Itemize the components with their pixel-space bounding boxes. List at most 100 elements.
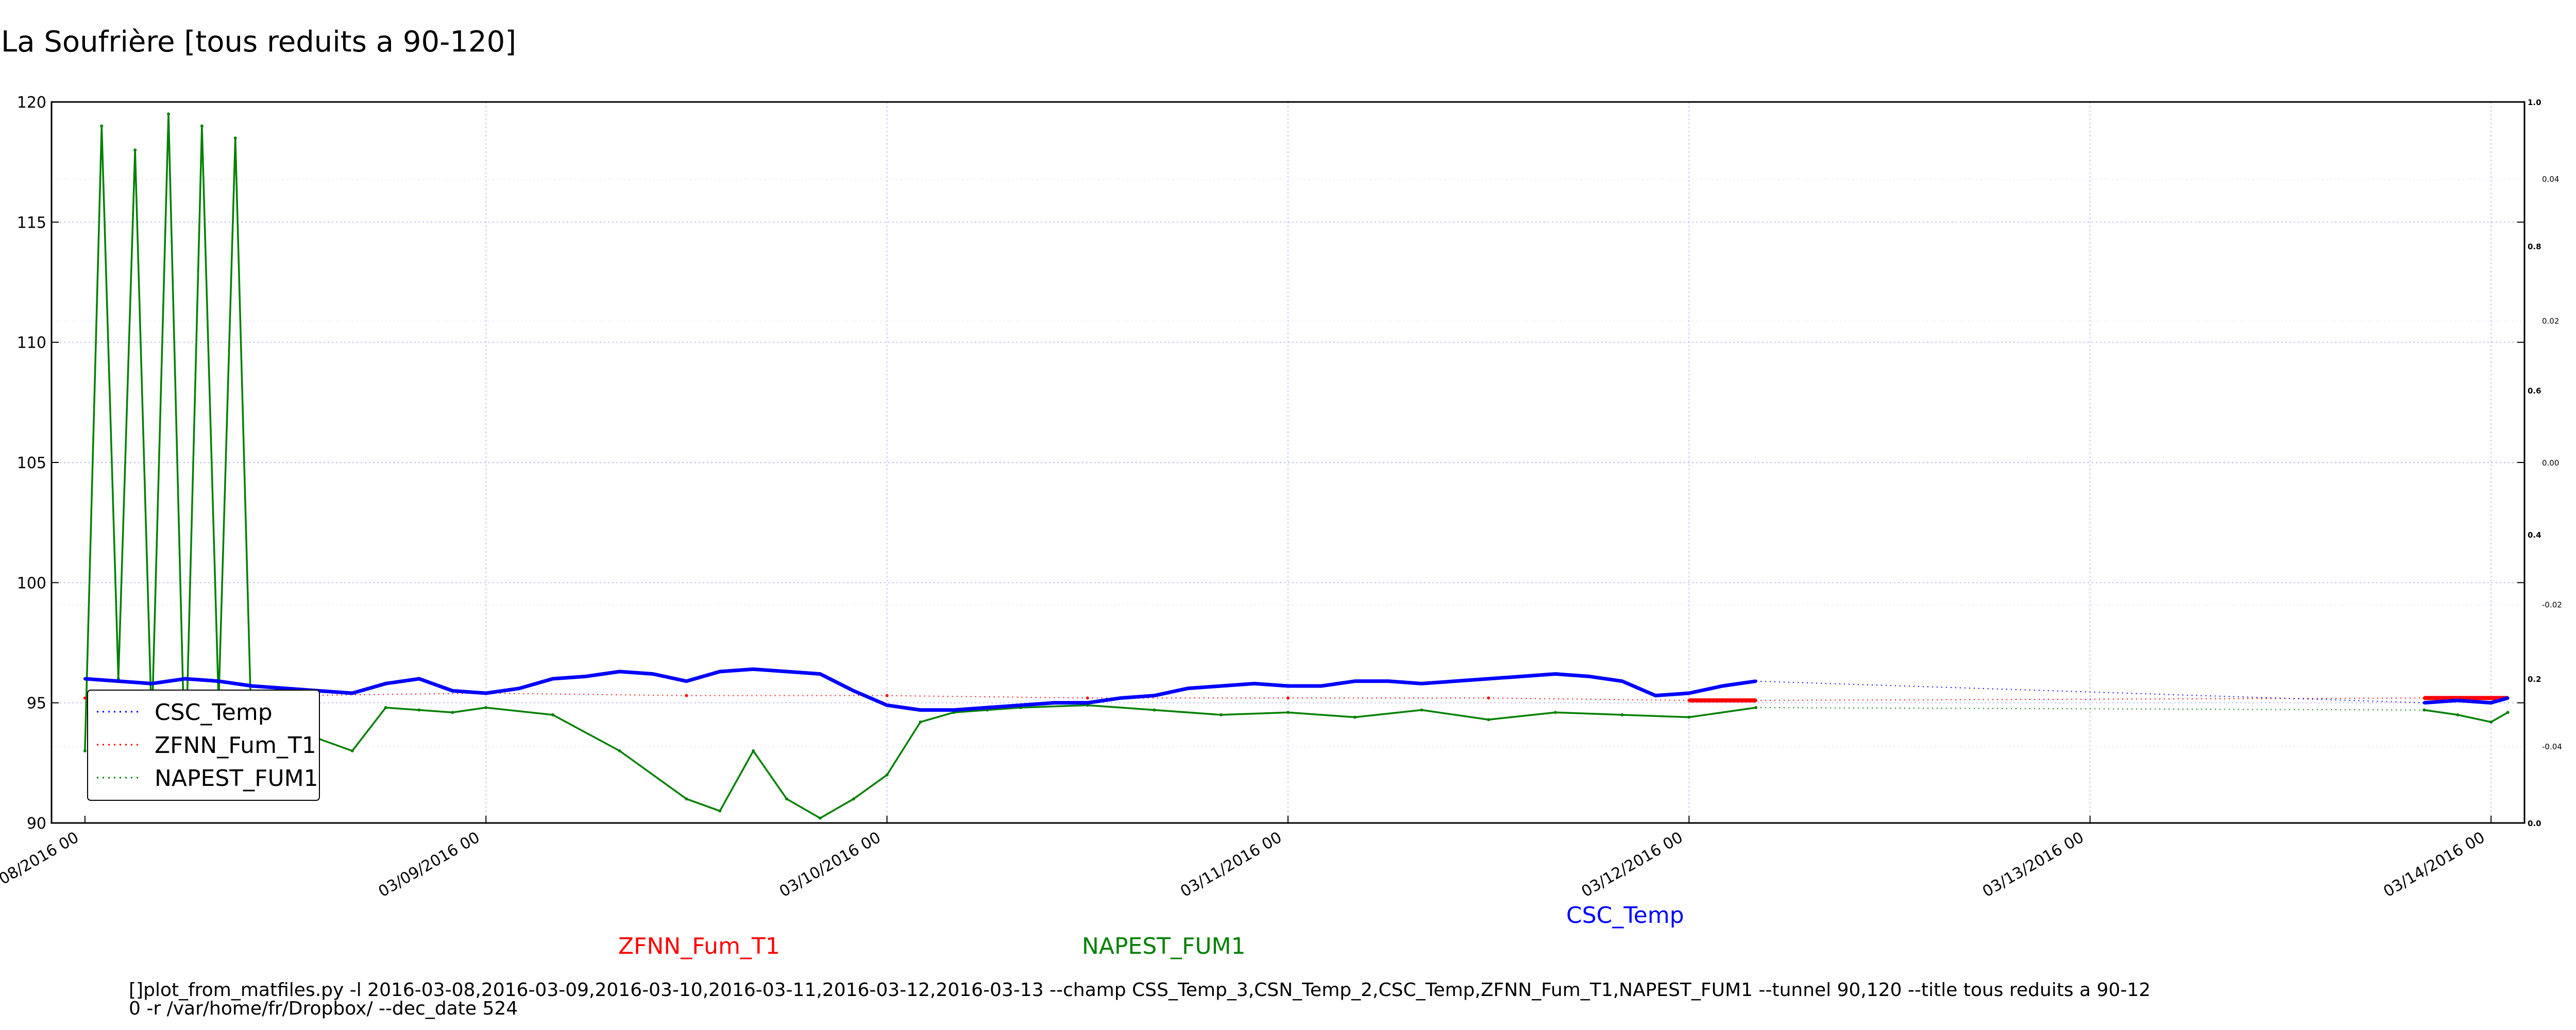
series-gap-line: [1756, 707, 2425, 711]
data-point: [852, 689, 855, 693]
data-point: [1487, 696, 1490, 700]
data-point: [2422, 708, 2426, 712]
right-minor-tick-label: -0.04: [2542, 742, 2562, 751]
data-point: [1754, 699, 1758, 702]
legend-label-zfnn-fum-t1: ZFNN_Fum_T1: [155, 732, 316, 759]
y-tick-label: 95: [27, 695, 46, 713]
data-point: [1286, 711, 1290, 714]
data-point: [919, 708, 922, 712]
data-point: [83, 749, 87, 752]
legend-label-csc-temp: CSC_Temp: [155, 699, 273, 726]
data-point: [83, 696, 87, 700]
right-major-tick-label: 0.2: [2528, 675, 2541, 684]
series-gap-line: [1756, 697, 2425, 701]
data-point: [1420, 682, 1423, 685]
right-minor-tick-label: -0.02: [2542, 600, 2562, 610]
data-point: [584, 675, 588, 678]
data-point: [852, 797, 855, 801]
chart-title: La Soufrière [tous reduits a 90-120]: [1, 25, 516, 59]
data-point: [1553, 672, 1557, 676]
data-point: [83, 677, 87, 680]
data-point: [1754, 679, 1758, 683]
data-point: [1687, 715, 1691, 719]
data-point: [685, 679, 688, 683]
data-point: [133, 148, 137, 152]
data-point: [685, 797, 688, 801]
data-point: [1286, 696, 1290, 700]
data-point: [100, 124, 104, 128]
data-point: [1153, 694, 1156, 697]
data-point: [484, 706, 488, 709]
data-point: [618, 670, 621, 673]
data-point: [1687, 699, 1691, 702]
data-point: [885, 773, 889, 777]
command-line-1: []plot_from_matfiles.py -l 2016-03-08,20…: [129, 980, 2150, 1001]
data-point: [2489, 696, 2493, 700]
data-point: [1386, 679, 1390, 683]
data-point: [1420, 708, 1423, 712]
data-point: [885, 703, 889, 707]
data-point: [818, 672, 822, 676]
data-point: [1253, 682, 1257, 685]
data-point: [2422, 701, 2426, 705]
data-point: [1286, 684, 1290, 688]
right-major-tick-label: 0.0: [2528, 819, 2541, 828]
data-point: [752, 749, 755, 752]
data-point: [818, 816, 822, 820]
data-point: [1319, 684, 1323, 688]
data-point: [284, 686, 287, 690]
data-point: [1553, 711, 1557, 714]
data-point: [1487, 677, 1490, 680]
data-point: [1219, 713, 1223, 716]
data-point: [350, 692, 354, 695]
data-point: [2489, 701, 2493, 705]
data-point: [1654, 694, 1657, 697]
data-point: [116, 679, 120, 683]
data-point: [785, 670, 789, 673]
data-point: [1453, 679, 1457, 683]
grid: [52, 102, 2524, 823]
data-point: [2506, 711, 2510, 714]
data-point: [1052, 701, 1056, 705]
data-point: [1687, 692, 1691, 695]
data-point: [150, 682, 154, 685]
data-point: [1620, 679, 1624, 683]
data-point: [233, 136, 237, 140]
data-point: [250, 684, 254, 688]
data-point: [1019, 703, 1023, 707]
series-line: [84, 113, 1756, 819]
legend: CSC_Temp ZFNN_Fum_T1 NAPEST_FUM1: [87, 690, 320, 801]
data-point: [1186, 686, 1190, 690]
data-point: [718, 809, 722, 813]
data-point: [1353, 679, 1357, 683]
data-point: [1721, 684, 1724, 688]
y-axis: 90 95 100 105 110 115 120: [17, 94, 2524, 833]
series-gap-line: [887, 695, 1088, 699]
command-line-2: 0 -r /var/home/fr/Dropbox/ --dec_date 52…: [129, 998, 518, 1019]
data-point: [384, 682, 387, 685]
data-point: [651, 672, 655, 676]
data-point: [551, 677, 554, 680]
data-point: [167, 112, 171, 116]
data-point: [1086, 696, 1089, 700]
data-point: [484, 692, 488, 695]
data-point: [1754, 706, 1758, 709]
y-tick-label: 100: [17, 574, 46, 592]
data-point: [718, 670, 722, 673]
data-point: [1487, 718, 1490, 722]
data-point: [2456, 699, 2460, 702]
legend-box: [87, 690, 320, 801]
right-major-tick-label: 0.4: [2528, 530, 2541, 540]
series-label-zfnn-fum-t1: ZFNN_Fum_T1: [618, 933, 780, 959]
data-point: [885, 694, 889, 697]
series-csc-temp: [83, 667, 2510, 712]
y-tick-label: 105: [17, 454, 46, 472]
data-point: [2489, 720, 2493, 724]
data-point: [1153, 708, 1156, 712]
data-point: [1520, 675, 1524, 678]
right-axis: 0.0 0.2 0.4 0.6 0.8 1.0 -0.04 -0.02 0.00 0.02 0.04: [2528, 98, 2562, 828]
data-point: [384, 706, 387, 709]
data-point: [350, 749, 354, 752]
right-major-tick-label: 0.6: [2528, 386, 2541, 396]
